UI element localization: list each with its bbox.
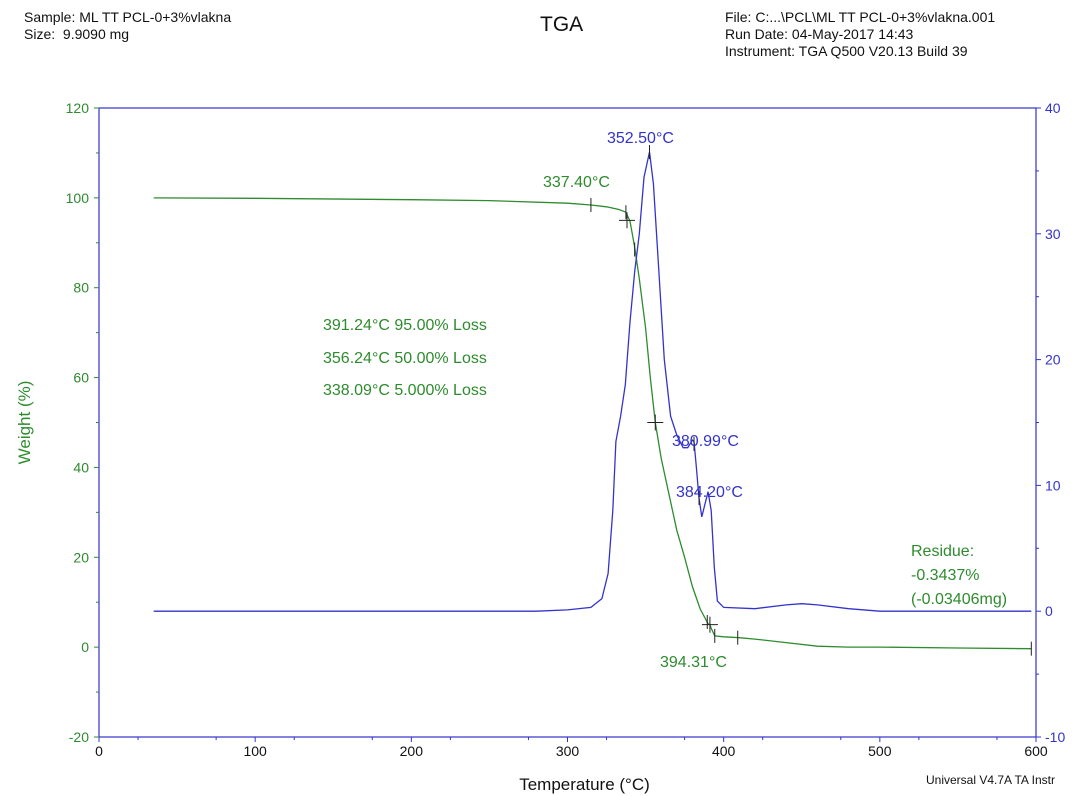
annotation-label: 337.40°C <box>543 174 610 191</box>
y-tick-label: 100 <box>66 190 90 206</box>
y2-tick-label: -10 <box>1045 729 1065 745</box>
size-label: Size: 9.9090 mg <box>24 26 130 42</box>
sample-label: Sample: ML TT PCL-0+3%vlakna <box>24 9 232 25</box>
y2-tick-label: 20 <box>1045 352 1061 368</box>
annotation-label: -0.3437% <box>911 567 980 584</box>
instrument-label: Instrument: TGA Q500 V20.13 Build 39 <box>725 43 968 59</box>
y-tick-label: 120 <box>66 100 90 116</box>
annotation-label: 380.99°C <box>672 433 739 450</box>
y2-tick-label: 10 <box>1045 477 1061 493</box>
annotation-label: (-0.03406mg) <box>911 591 1007 608</box>
y-tick-label: 60 <box>73 370 89 386</box>
x-tick-label: 400 <box>712 743 736 759</box>
labels-layer: 337.40°C 352.50°C 391.24°C 95.00% Loss 356.… <box>323 130 1007 671</box>
x-axis-title: Temperature (°C) <box>519 775 650 794</box>
annotation-label: 352.50°C <box>607 130 674 147</box>
derivative-weight-line <box>153 151 1032 612</box>
y-tick-label: 0 <box>81 639 89 655</box>
annotation-label: Residue: <box>911 543 974 560</box>
x-tick-label: 100 <box>243 743 267 759</box>
y-axis-title: Weight (%) <box>15 381 34 465</box>
x-tick-label: 300 <box>556 743 580 759</box>
run-date-label: Run Date: 04-May-2017 14:43 <box>725 26 914 42</box>
y2-tick-label: 0 <box>1045 603 1053 619</box>
file-label: File: C:...\PCL\ML TT PCL-0+3%vlakna.001 <box>725 9 996 25</box>
run-info: File: C:...\PCL\ML TT PCL-0+3%vlakna.001… <box>725 9 995 60</box>
series-layer <box>153 151 1032 650</box>
x-tick-label: 0 <box>95 743 103 759</box>
y2-tick-label: 30 <box>1045 226 1061 242</box>
sample-info: Sample: ML TT PCL-0+3%vlakna Size: 9.909… <box>24 9 231 43</box>
y-tick-label: 40 <box>73 459 89 475</box>
axes: 0 100 200 300 400 500 600-20020406080100120-10… <box>15 100 1065 794</box>
annotation-label: 384.20°C <box>676 484 743 501</box>
x-tick-label: 600 <box>1024 743 1048 759</box>
y-tick-label: 80 <box>73 280 89 296</box>
y2-tick-label: 40 <box>1045 100 1061 116</box>
chart-title: TGA <box>540 13 584 36</box>
weight-line <box>153 197 1032 650</box>
y-tick-label: 20 <box>73 549 89 565</box>
x-tick-label: 500 <box>868 743 892 759</box>
y-tick-label: -20 <box>69 729 89 745</box>
annotation-label: 338.09°C 5.000% Loss <box>323 382 487 399</box>
annotation-label: 356.24°C 50.00% Loss <box>323 350 487 367</box>
software-credit: Universal V4.7A TA Instr <box>926 773 1055 787</box>
annotation-label: 394.31°C <box>660 654 727 671</box>
markers-layer <box>590 145 1032 656</box>
plot-frame <box>98 107 1037 738</box>
x-tick-label: 200 <box>400 743 424 759</box>
annotation-label: 391.24°C 95.00% Loss <box>323 317 487 334</box>
